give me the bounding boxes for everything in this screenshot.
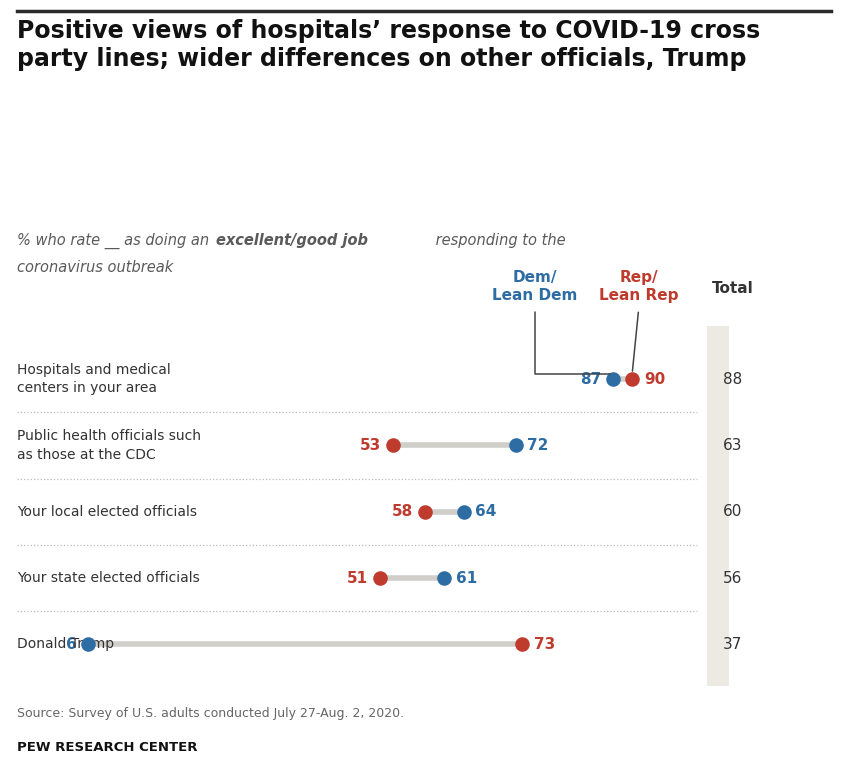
Point (516, 639, 529, 651)
Text: 60: 60 (722, 504, 742, 520)
Text: 37: 37 (722, 637, 742, 652)
Point (457, 506, 471, 518)
Text: 73: 73 (533, 637, 555, 652)
Text: Public health officials such
as those at the CDC: Public health officials such as those at… (17, 429, 201, 461)
Text: PEW RESEARCH CENTER: PEW RESEARCH CENTER (17, 741, 198, 754)
Text: Your local elected officials: Your local elected officials (17, 505, 197, 519)
Text: Dem/
Lean Dem: Dem/ Lean Dem (493, 270, 577, 303)
Point (373, 572, 387, 584)
Text: 88: 88 (722, 371, 742, 387)
Text: 58: 58 (392, 504, 413, 520)
Point (81, 639, 95, 651)
Text: responding to the: responding to the (431, 233, 566, 248)
Text: 64: 64 (476, 504, 497, 520)
Point (386, 439, 399, 452)
Text: 53: 53 (360, 438, 381, 453)
Text: Your state elected officials: Your state elected officials (17, 571, 200, 585)
Point (606, 373, 620, 385)
Text: 63: 63 (722, 438, 742, 453)
Text: Source: Survey of U.S. adults conducted July 27-Aug. 2, 2020.: Source: Survey of U.S. adults conducted … (17, 707, 404, 720)
Text: Donald Trump: Donald Trump (17, 637, 114, 652)
Text: 51: 51 (347, 571, 368, 586)
Text: coronavirus outbreak: coronavirus outbreak (17, 260, 173, 275)
Text: 6: 6 (66, 637, 76, 652)
Text: excellent/good job: excellent/good job (216, 233, 368, 248)
Point (509, 439, 522, 452)
Text: Rep/
Lean Rep: Rep/ Lean Rep (599, 270, 678, 303)
Text: % who rate __ as doing an: % who rate __ as doing an (17, 233, 214, 249)
Text: 61: 61 (456, 571, 477, 586)
Text: 56: 56 (722, 571, 742, 586)
Text: 90: 90 (644, 371, 665, 387)
Text: Positive views of hospitals’ response to COVID-19 cross
party lines; wider diffe: Positive views of hospitals’ response to… (17, 19, 760, 71)
Text: Total: Total (711, 281, 753, 296)
Text: 87: 87 (580, 371, 601, 387)
Text: Hospitals and medical
centers in your area: Hospitals and medical centers in your ar… (17, 363, 170, 395)
Point (418, 506, 432, 518)
Point (438, 572, 451, 584)
Point (625, 373, 639, 385)
FancyBboxPatch shape (706, 326, 758, 686)
Text: 72: 72 (527, 438, 549, 453)
